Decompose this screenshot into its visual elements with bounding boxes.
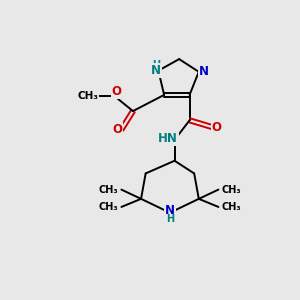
Text: H: H <box>166 214 174 224</box>
Text: CH₃: CH₃ <box>221 184 241 195</box>
Text: N: N <box>199 65 209 78</box>
Text: H: H <box>152 60 160 70</box>
Text: CH₃: CH₃ <box>77 91 98 101</box>
Text: N: N <box>165 204 175 218</box>
Text: CH₃: CH₃ <box>99 184 118 195</box>
Text: O: O <box>212 121 222 134</box>
Text: CH₃: CH₃ <box>221 202 241 212</box>
Text: O: O <box>112 123 122 136</box>
Text: HN: HN <box>158 132 178 145</box>
Text: CH₃: CH₃ <box>99 202 118 212</box>
Text: O: O <box>112 85 122 98</box>
Text: N: N <box>151 64 161 77</box>
